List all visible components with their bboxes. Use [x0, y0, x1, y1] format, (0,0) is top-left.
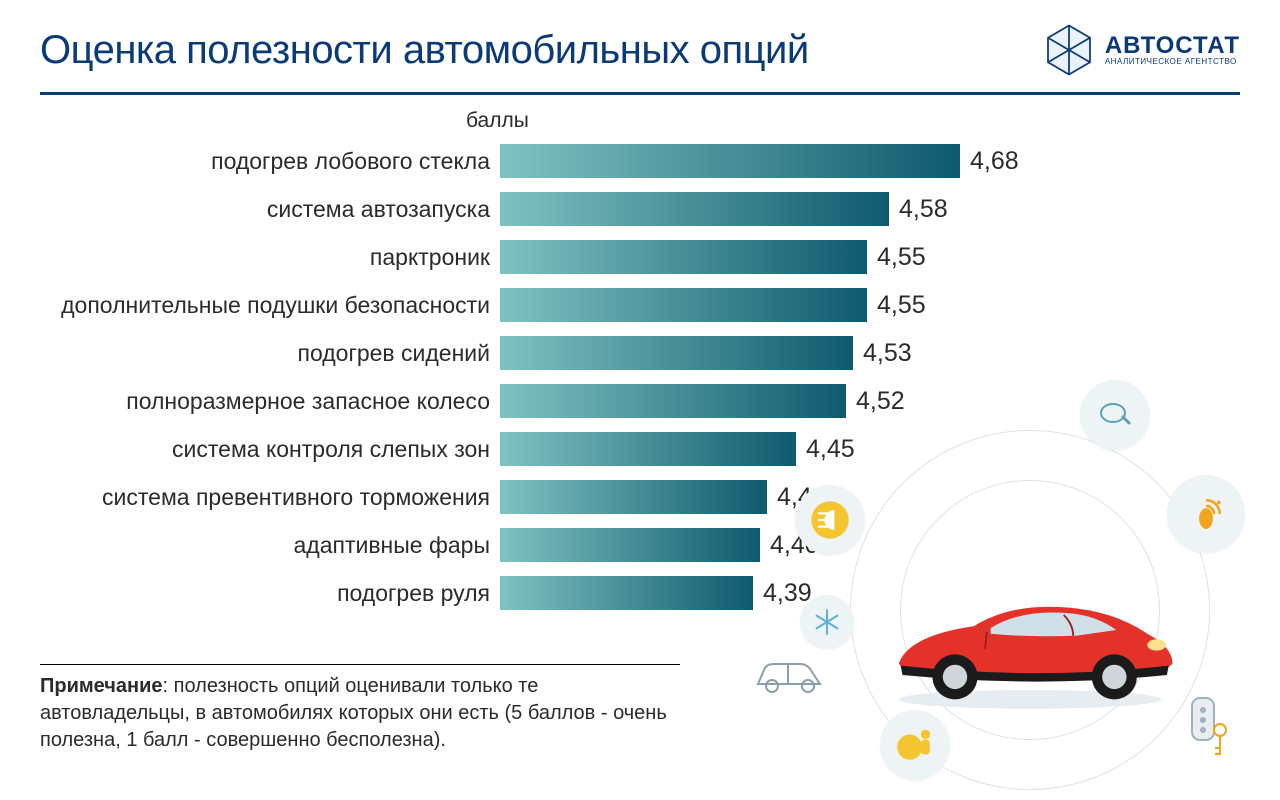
- bar-value: 4,41: [777, 483, 826, 512]
- bar-label: система контроля слепых зон: [40, 436, 500, 463]
- bar: [500, 192, 889, 226]
- bar-label: система превентивного торможения: [40, 484, 500, 511]
- chart-row: адаптивные фары 4,40: [40, 521, 1280, 569]
- bar-value: 4,68: [970, 147, 1019, 176]
- bar-label: подогрев лобового стекла: [40, 148, 500, 175]
- bar-label: парктроник: [40, 244, 500, 271]
- chart-row: подогрев руля 4,39: [40, 569, 1280, 617]
- footnote-prefix: Примечание: [40, 675, 163, 697]
- bar: [500, 432, 796, 466]
- footnote-text: Примечание: полезность опций оценивали т…: [40, 673, 680, 754]
- chart-row: дополнительные подушки безопасности 4,55: [40, 281, 1280, 329]
- bar-value: 4,55: [877, 291, 926, 320]
- bar-value: 4,52: [856, 387, 905, 416]
- bar: [500, 528, 760, 562]
- footnote-rule: [40, 664, 680, 665]
- bar: [500, 240, 867, 274]
- header-rule: [40, 92, 1240, 95]
- chart-row: полноразмерное запасное колесо 4,52: [40, 377, 1280, 425]
- bar-label: полноразмерное запасное колесо: [40, 388, 500, 415]
- bar-value: 4,40: [770, 531, 819, 560]
- bar: [500, 336, 853, 370]
- bar-list: подогрев лобового стекла 4,68 система авто…: [40, 109, 1280, 617]
- chart-row: парктроник 4,55: [40, 233, 1280, 281]
- header: Оценка полезности автомобильных опций АВ…: [0, 0, 1280, 88]
- bar: [500, 288, 867, 322]
- bar: [500, 144, 960, 178]
- minicar-icon: [750, 650, 830, 700]
- chart-row: система превентивного торможения 4,41: [40, 473, 1280, 521]
- bar-chart: баллы подогрев лобового стекла 4,68 систем…: [0, 109, 1280, 617]
- bar: [500, 576, 753, 610]
- footnote-block: Примечание: полезность опций оценивали т…: [40, 664, 680, 754]
- bar-value: 4,45: [806, 435, 855, 464]
- bar-label: система автозапуска: [40, 196, 500, 223]
- bar-label: подогрев руля: [40, 580, 500, 607]
- bar-value: 4,39: [763, 579, 812, 608]
- bar-label: адаптивные фары: [40, 532, 500, 559]
- keyfob-icon: [1182, 690, 1232, 760]
- bar-value: 4,55: [877, 243, 926, 272]
- page-title: Оценка полезности автомобильных опций: [40, 28, 809, 73]
- bar: [500, 384, 846, 418]
- brand-hex-icon: [1041, 22, 1097, 78]
- brand-logo: АВТОСТАТ АНАЛИТИЧЕСКОЕ АГЕНТСТВО: [1041, 22, 1240, 78]
- brand-name: АВТОСТАТ: [1105, 34, 1240, 58]
- brand-subtitle: АНАЛИТИЧЕСКОЕ АГЕНТСТВО: [1105, 58, 1240, 66]
- chart-row: подогрев сидений 4,53: [40, 329, 1280, 377]
- bar: [500, 480, 767, 514]
- bar-label: подогрев сидений: [40, 340, 500, 367]
- bar-label: дополнительные подушки безопасности: [40, 292, 500, 319]
- airbag-icon: [894, 724, 936, 766]
- chart-row: система автозапуска 4,58: [40, 185, 1280, 233]
- chart-row: подогрев лобового стекла 4,68: [40, 137, 1280, 185]
- bar-value: 4,58: [899, 195, 948, 224]
- axis-title: баллы: [466, 109, 529, 133]
- bar-value: 4,53: [863, 339, 912, 368]
- chart-row: система контроля слепых зон 4,45: [40, 425, 1280, 473]
